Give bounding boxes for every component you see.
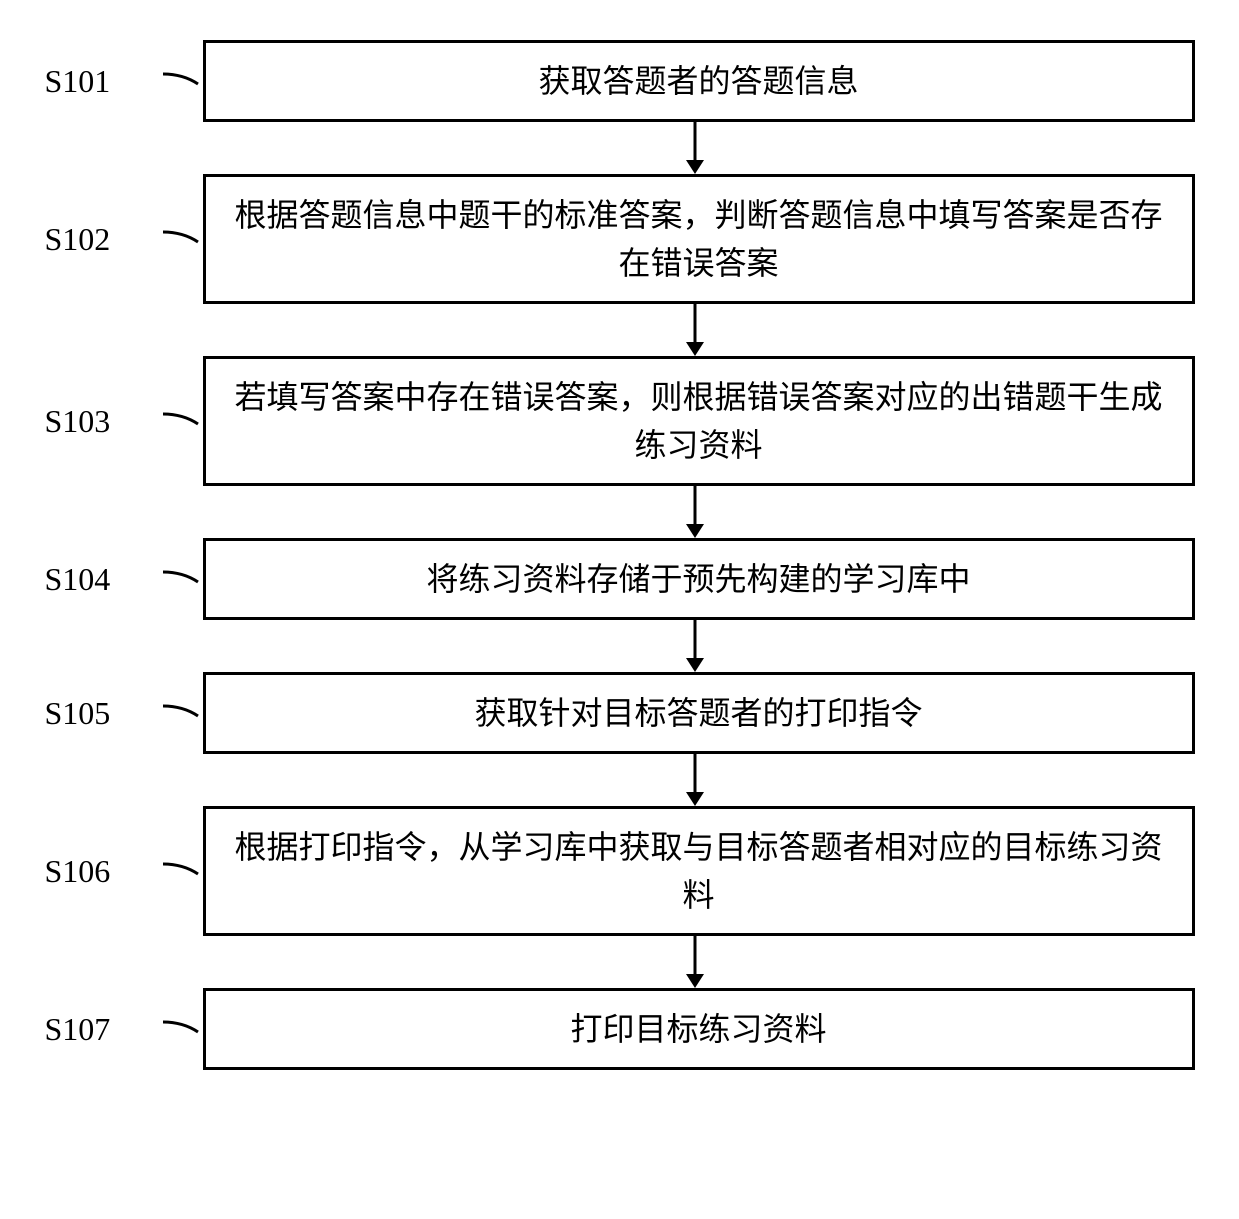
step-row-s107: S107 打印目标练习资料: [45, 988, 1195, 1070]
step-label: S102: [45, 221, 155, 258]
arrow-down-icon: [45, 620, 1195, 672]
step-box: 打印目标练习资料: [203, 988, 1195, 1070]
arrow-down-icon: [45, 936, 1195, 988]
label-connector-icon: [163, 224, 203, 254]
label-connector-icon: [163, 856, 203, 886]
step-label: S104: [45, 561, 155, 598]
step-box: 根据打印指令，从学习库中获取与目标答题者相对应的目标练习资料: [203, 806, 1195, 936]
arrow-down-icon: [45, 754, 1195, 806]
step-row-s105: S105 获取针对目标答题者的打印指令: [45, 672, 1195, 754]
step-row-s106: S106 根据打印指令，从学习库中获取与目标答题者相对应的目标练习资料: [45, 806, 1195, 936]
label-connector-icon: [163, 564, 203, 594]
label-connector-icon: [163, 66, 203, 96]
step-row-s101: S101 获取答题者的答题信息: [45, 40, 1195, 122]
arrow-down-icon: [45, 122, 1195, 174]
arrow-down-icon: [45, 304, 1195, 356]
step-box: 获取针对目标答题者的打印指令: [203, 672, 1195, 754]
label-connector-icon: [163, 406, 203, 436]
label-connector-icon: [163, 1014, 203, 1044]
arrow-down-icon: [45, 486, 1195, 538]
step-label: S105: [45, 695, 155, 732]
label-connector-icon: [163, 698, 203, 728]
step-text: 若填写答案中存在错误答案，则根据错误答案对应的出错题干生成练习资料: [230, 373, 1168, 469]
step-label: S101: [45, 63, 155, 100]
step-row-s103: S103 若填写答案中存在错误答案，则根据错误答案对应的出错题干生成练习资料: [45, 356, 1195, 486]
step-row-s102: S102 根据答题信息中题干的标准答案，判断答题信息中填写答案是否存在错误答案: [45, 174, 1195, 304]
step-text: 根据答题信息中题干的标准答案，判断答题信息中填写答案是否存在错误答案: [230, 191, 1168, 287]
step-box: 将练习资料存储于预先构建的学习库中: [203, 538, 1195, 620]
step-text: 根据打印指令，从学习库中获取与目标答题者相对应的目标练习资料: [230, 823, 1168, 919]
step-label: S103: [45, 403, 155, 440]
step-label: S106: [45, 853, 155, 890]
step-text: 获取针对目标答题者的打印指令: [474, 689, 922, 737]
step-text: 打印目标练习资料: [570, 1005, 826, 1053]
step-text: 获取答题者的答题信息: [538, 57, 858, 105]
step-row-s104: S104 将练习资料存储于预先构建的学习库中: [45, 538, 1195, 620]
step-text: 将练习资料存储于预先构建的学习库中: [426, 555, 970, 603]
step-box: 若填写答案中存在错误答案，则根据错误答案对应的出错题干生成练习资料: [203, 356, 1195, 486]
flowchart-container: S101 获取答题者的答题信息 S102 根据答题信息中题干的标准答案，判断答题…: [45, 40, 1195, 1070]
step-box: 获取答题者的答题信息: [203, 40, 1195, 122]
step-label: S107: [45, 1011, 155, 1048]
step-box: 根据答题信息中题干的标准答案，判断答题信息中填写答案是否存在错误答案: [203, 174, 1195, 304]
